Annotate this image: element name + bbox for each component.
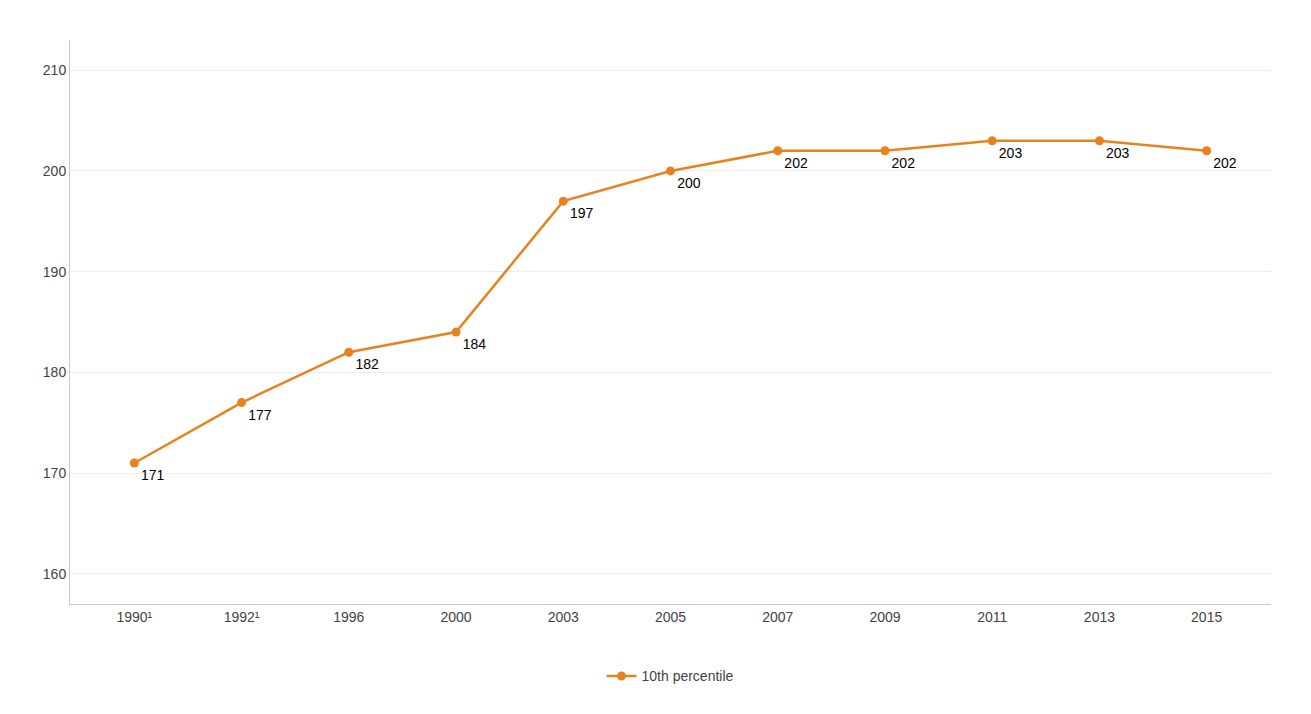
svg-text:210: 210 (43, 62, 67, 78)
svg-text:160: 160 (43, 566, 67, 582)
svg-text:184: 184 (463, 336, 487, 352)
svg-text:200: 200 (43, 163, 67, 179)
svg-text:2011: 2011 (977, 609, 1007, 625)
svg-text:170: 170 (43, 465, 67, 481)
svg-text:2015: 2015 (1191, 609, 1222, 625)
svg-text:2013: 2013 (1084, 609, 1115, 625)
svg-text:202: 202 (784, 155, 808, 171)
svg-text:1992¹: 1992¹ (224, 609, 260, 625)
svg-text:2003: 2003 (548, 609, 579, 625)
svg-text:1996: 1996 (333, 609, 364, 625)
svg-text:1990¹: 1990¹ (116, 609, 152, 625)
svg-text:2009: 2009 (869, 609, 900, 625)
svg-text:203: 203 (999, 145, 1023, 161)
svg-text:177: 177 (248, 407, 272, 423)
svg-text:171: 171 (141, 467, 165, 483)
svg-text:10th percentile: 10th percentile (642, 668, 734, 684)
svg-text:2005: 2005 (655, 609, 686, 625)
svg-text:203: 203 (1106, 145, 1130, 161)
svg-text:202: 202 (892, 155, 916, 171)
svg-text:2000: 2000 (440, 609, 471, 625)
svg-text:200: 200 (677, 175, 701, 191)
svg-text:202: 202 (1213, 155, 1237, 171)
svg-text:190: 190 (43, 264, 67, 280)
svg-text:2007: 2007 (762, 609, 793, 625)
svg-text:180: 180 (43, 364, 67, 380)
svg-text:182: 182 (355, 356, 379, 372)
svg-text:197: 197 (570, 205, 594, 221)
